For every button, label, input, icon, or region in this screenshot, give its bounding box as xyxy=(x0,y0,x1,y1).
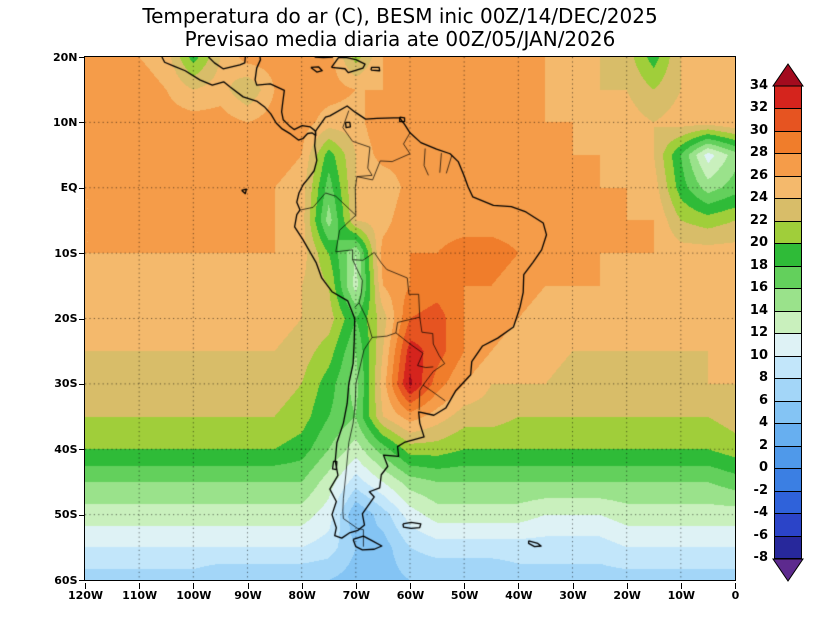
colorbar-tick-label: 12 xyxy=(749,325,768,341)
colorbar-below-min-arrow xyxy=(772,558,804,582)
lon-tick-label: 110W xyxy=(122,588,158,602)
lon-tick-mark xyxy=(464,582,466,589)
lat-tick-label: 30S xyxy=(54,377,78,391)
colorbar-above-max-arrow xyxy=(772,63,804,87)
lon-tick-mark xyxy=(680,582,682,589)
lat-tick-mark xyxy=(78,449,85,451)
lon-tick-label: 80W xyxy=(288,588,316,602)
colorbar-band xyxy=(775,468,801,493)
lon-tick-mark xyxy=(518,582,520,589)
chart-title-line1: Temperatura do ar (C), BESM inic 00Z/14/… xyxy=(142,4,658,28)
chart-title-line2: Previsao media diaria ate 00Z/05/JAN/202… xyxy=(184,27,616,51)
map-frame xyxy=(84,56,736,581)
colorbar-tick-label: 2 xyxy=(758,437,768,453)
colorbar-band xyxy=(775,423,801,448)
lon-tick-label: 70W xyxy=(342,588,371,602)
colorbar-tick-label: 6 xyxy=(758,392,768,408)
colorbar-tick-label: 20 xyxy=(749,235,768,251)
colorbar-tick-label: 16 xyxy=(749,280,768,296)
lat-tick-mark xyxy=(78,514,85,516)
colorbar-tick-label: 26 xyxy=(749,167,768,183)
colorbar-band xyxy=(775,130,801,156)
lat-tick-mark xyxy=(78,253,85,255)
lon-tick-mark xyxy=(572,582,574,589)
colorbar-tick-label: 10 xyxy=(749,347,768,363)
colorbar-band xyxy=(775,265,801,291)
lon-tick-mark xyxy=(247,582,249,589)
lon-tick-mark xyxy=(193,582,195,589)
lon-tick-label: 100W xyxy=(176,588,212,602)
lat-tick-label: EQ xyxy=(60,181,78,195)
lat-tick-mark xyxy=(78,122,85,124)
colorbar-band xyxy=(775,153,801,178)
lat-tick-label: 10N xyxy=(52,115,78,129)
colorbar-band xyxy=(775,445,801,471)
colorbar-tick-label: 18 xyxy=(749,257,768,273)
colorbar-band xyxy=(775,378,801,403)
lon-tick-label: 50W xyxy=(450,588,479,602)
lon-tick-label: 10W xyxy=(667,588,696,602)
colorbar-tick-label: 14 xyxy=(749,302,768,318)
colorbar-band xyxy=(775,333,801,358)
colorbar-band xyxy=(775,243,801,268)
lon-tick-mark xyxy=(735,582,736,589)
colorbar-band xyxy=(775,108,801,133)
lat-tick-mark xyxy=(78,187,85,189)
lat-tick-label: 50S xyxy=(54,508,78,522)
colorbar-tick-label: 28 xyxy=(749,145,768,161)
colorbar-tick-label: 4 xyxy=(758,415,768,431)
colorbar-tick-label: -6 xyxy=(753,527,768,543)
colorbar-tick-label: -8 xyxy=(753,550,768,565)
lat-tick-label: 20S xyxy=(54,312,78,325)
colorbar-band xyxy=(775,175,801,201)
colorbar-tick-label: 24 xyxy=(749,190,768,206)
colorbar-band xyxy=(775,220,801,246)
lon-tick-mark xyxy=(85,582,86,589)
colorbar-band xyxy=(775,535,801,560)
lon-tick-mark xyxy=(410,582,411,589)
lat-tick-label: 60S xyxy=(54,573,78,587)
colorbar-tick-label: -2 xyxy=(753,482,768,498)
colorbar-tick-label: 22 xyxy=(749,212,768,228)
colorbar-tick-label: 8 xyxy=(758,370,768,386)
lon-tick-mark xyxy=(626,582,628,589)
colorbar-tick-label: 0 xyxy=(758,460,768,476)
lon-tick-label: 60W xyxy=(396,588,425,602)
temperature-field-canvas xyxy=(85,57,735,580)
colorbar-band xyxy=(775,513,801,538)
lon-tick-label: 20W xyxy=(613,588,641,602)
colorbar-band xyxy=(775,288,801,313)
lon-tick-label: 90W xyxy=(234,588,262,602)
colorbar-band xyxy=(775,355,801,381)
lat-tick-mark xyxy=(78,383,85,385)
lat-tick-label: 40S xyxy=(54,442,78,456)
lon-tick-label: 0 xyxy=(731,588,740,602)
lat-tick-label: 20N xyxy=(52,50,78,64)
colorbar-band xyxy=(775,400,801,426)
lat-tick-mark xyxy=(78,580,85,581)
colorbar-tick-label: 30 xyxy=(749,122,768,138)
lon-tick-label: 120W xyxy=(67,588,104,602)
colorbar-outline xyxy=(774,85,802,559)
lon-tick-mark xyxy=(355,582,357,589)
colorbar-band xyxy=(775,490,801,516)
lat-tick-mark xyxy=(78,318,85,320)
colorbar-band xyxy=(775,310,801,336)
lon-tick-mark xyxy=(301,582,303,589)
colorbar-tick-label: 32 xyxy=(749,100,768,116)
colorbar-band xyxy=(775,86,801,110)
lon-tick-label: 40W xyxy=(505,588,533,602)
colorbar-tick-label: -4 xyxy=(753,505,768,521)
lat-tick-mark xyxy=(78,57,85,58)
lon-tick-mark xyxy=(139,582,141,589)
lon-tick-label: 30W xyxy=(559,588,587,602)
colorbar-tick-label: 34 xyxy=(749,78,768,93)
lat-tick-label: 10S xyxy=(54,246,78,260)
colorbar-band xyxy=(775,198,801,223)
